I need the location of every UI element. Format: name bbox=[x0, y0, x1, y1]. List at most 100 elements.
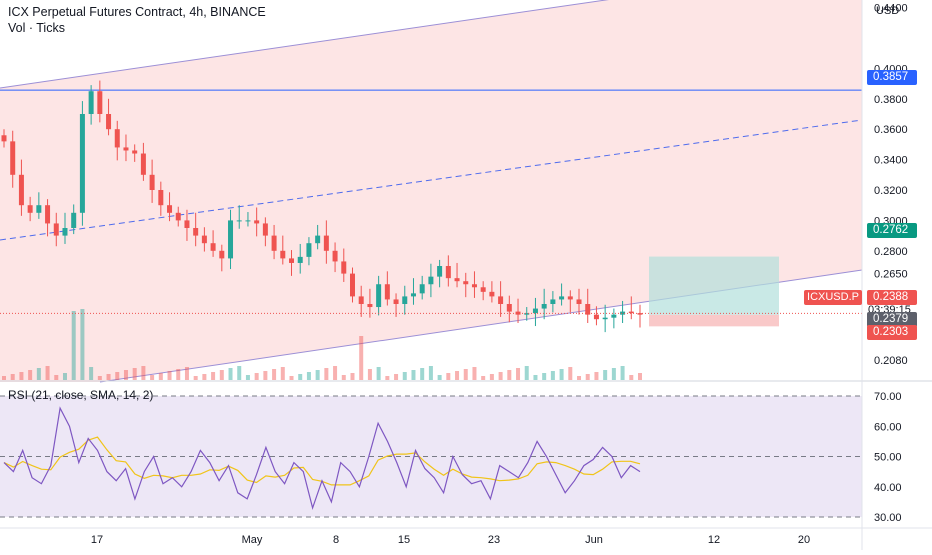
candle-body bbox=[384, 284, 390, 300]
candle-body bbox=[532, 308, 538, 314]
candle-body bbox=[454, 278, 460, 282]
candle-body bbox=[437, 266, 443, 277]
volume-bar bbox=[28, 370, 33, 380]
time-axis-tick: 20 bbox=[798, 534, 810, 546]
volume-bar bbox=[115, 372, 120, 380]
volume-bar bbox=[420, 368, 425, 380]
candle-body bbox=[376, 284, 382, 308]
price-pane bbox=[0, 0, 863, 383]
volume-bar bbox=[629, 375, 634, 380]
volume-bar bbox=[542, 373, 547, 380]
current-price-tag: 0.2388 bbox=[867, 290, 917, 305]
candle-body bbox=[358, 296, 364, 304]
candle-body bbox=[463, 281, 469, 285]
candle-body bbox=[628, 311, 634, 314]
candle-body bbox=[53, 223, 59, 236]
price-axis-tick: 0.3600 bbox=[874, 124, 908, 136]
volume-bar bbox=[550, 371, 555, 380]
rsi-line bbox=[3, 406, 641, 510]
volume-bar bbox=[62, 373, 67, 380]
volume-bar bbox=[263, 371, 268, 380]
candle-body bbox=[271, 235, 277, 251]
volume-bar bbox=[272, 369, 277, 380]
candle-body bbox=[219, 250, 225, 259]
candle-body bbox=[236, 220, 242, 222]
symbol-title: ICX Perpetual Futures Contract, 4h, BINA… bbox=[8, 5, 266, 19]
time-axis-tick: 8 bbox=[333, 534, 339, 546]
price-axis-tick: 0.3200 bbox=[874, 185, 908, 197]
rsi-axis-tick: 40.00 bbox=[874, 482, 902, 494]
candle-body bbox=[576, 299, 582, 304]
candle-body bbox=[114, 129, 120, 148]
volume-bar bbox=[498, 372, 503, 380]
candle-body bbox=[123, 147, 129, 151]
volume-bar bbox=[367, 369, 372, 380]
volume-bar bbox=[359, 336, 364, 380]
position-stop-zone bbox=[649, 314, 779, 327]
volume-bar bbox=[594, 372, 599, 380]
candle-body bbox=[193, 228, 199, 236]
candle-body bbox=[210, 243, 216, 251]
volume-bar bbox=[19, 372, 24, 380]
candle-body bbox=[349, 273, 355, 297]
candle-body bbox=[428, 276, 434, 285]
currency-label: USD bbox=[876, 5, 900, 17]
volume-bar bbox=[455, 371, 460, 380]
volume-bar bbox=[150, 375, 155, 380]
volume-bar bbox=[341, 375, 346, 380]
volume-bar bbox=[376, 367, 381, 380]
candle-body bbox=[175, 212, 181, 221]
volume-bar bbox=[507, 370, 512, 380]
volume-bar bbox=[306, 372, 311, 380]
target-price-tag: 0.2762 bbox=[867, 223, 917, 238]
candle-body bbox=[506, 304, 512, 312]
candle-body bbox=[228, 220, 234, 259]
candle-body bbox=[167, 205, 173, 213]
candle-body bbox=[71, 212, 77, 228]
price-axis-tick: 0.2800 bbox=[874, 246, 908, 258]
price-axis-tick: 0.3800 bbox=[874, 94, 908, 106]
candle-body bbox=[201, 235, 207, 244]
candle-body bbox=[402, 296, 408, 304]
candle-body bbox=[140, 153, 146, 175]
rsi-axis-tick: 70.00 bbox=[874, 391, 902, 403]
candle-body bbox=[27, 205, 33, 213]
candle-body bbox=[280, 250, 286, 259]
chart-title: ICX Perpetual Futures Contract, 4h, BINA… bbox=[8, 4, 266, 36]
volume-bar bbox=[516, 368, 521, 380]
volume-bar bbox=[533, 375, 538, 380]
volume-bar bbox=[176, 369, 181, 380]
candle-body bbox=[524, 313, 530, 315]
candle-body bbox=[480, 287, 486, 292]
volume-bar bbox=[89, 367, 94, 380]
volume-bar bbox=[193, 376, 198, 380]
volume-bar bbox=[437, 375, 442, 380]
candle-body bbox=[585, 304, 591, 315]
candle-body bbox=[341, 261, 347, 274]
time-axis-tick: 12 bbox=[708, 534, 720, 546]
candle-body bbox=[289, 258, 295, 263]
candle-body bbox=[297, 256, 303, 263]
volume-bar bbox=[158, 373, 163, 380]
candle-body bbox=[62, 228, 68, 236]
rsi-pane bbox=[0, 395, 862, 518]
candle-body bbox=[18, 174, 24, 206]
channel-fill bbox=[0, 0, 862, 382]
volume-bar bbox=[71, 311, 76, 380]
candle-body bbox=[97, 91, 103, 114]
volume-bar bbox=[463, 369, 468, 380]
candle-body bbox=[1, 135, 7, 142]
time-axis-tick: 23 bbox=[488, 534, 500, 546]
price-axis-tick: 0.2080 bbox=[874, 355, 908, 367]
volume-bar bbox=[10, 374, 15, 380]
candle-body bbox=[393, 299, 399, 304]
volume-bar bbox=[481, 376, 486, 380]
symbol-tag: ICXUSD.P bbox=[804, 290, 862, 305]
candle-body bbox=[332, 250, 338, 262]
volume-bar bbox=[184, 367, 189, 380]
volume-bar bbox=[411, 370, 416, 380]
volume-bar bbox=[36, 368, 41, 380]
volume-bar bbox=[620, 366, 625, 380]
